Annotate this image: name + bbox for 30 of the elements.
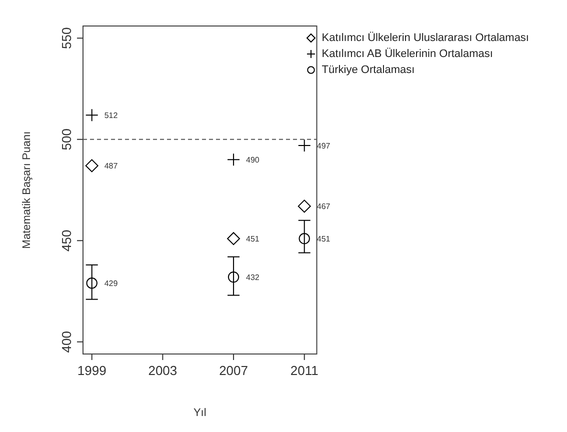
point: [86, 278, 98, 289]
y-tick-label: 400: [59, 331, 74, 353]
x-tick-label: 2007: [219, 363, 248, 378]
x-tick-label: 2003: [148, 363, 178, 378]
data-label: 487: [104, 162, 118, 171]
data-label: 497: [316, 141, 331, 150]
point: [85, 108, 98, 122]
point: [298, 200, 311, 213]
y-tick-label: 500: [59, 128, 74, 150]
point: [298, 232, 310, 244]
data-label: 467: [316, 202, 331, 212]
data-label: 432: [246, 272, 260, 282]
x-tick-label: 2011: [290, 363, 318, 378]
data-label: 451: [246, 234, 260, 244]
data-label: 512: [104, 110, 118, 120]
data-label: 490: [246, 155, 260, 164]
y-tick-label: 450: [59, 230, 74, 252]
x-axis-title: Yıl: [193, 407, 206, 419]
x-tick-label: 1999: [77, 363, 106, 378]
data-label: 429: [104, 278, 118, 288]
point: [85, 159, 98, 172]
point: [227, 232, 240, 246]
data-label: 451: [316, 234, 331, 244]
legend-label: Katılımcı Ülkelerin Uluslararası Ortalaması: [322, 30, 529, 46]
legend-label: Türkiye Ortalaması: [322, 63, 415, 78]
y-axis-title: Matematik Başarı Puanı: [20, 131, 33, 249]
point: [228, 271, 240, 283]
point: [227, 153, 240, 166]
y-tick-label: 550: [59, 27, 74, 49]
legend-label: Katılımcı AB Ülkelerinin Ortalaması: [322, 46, 493, 62]
